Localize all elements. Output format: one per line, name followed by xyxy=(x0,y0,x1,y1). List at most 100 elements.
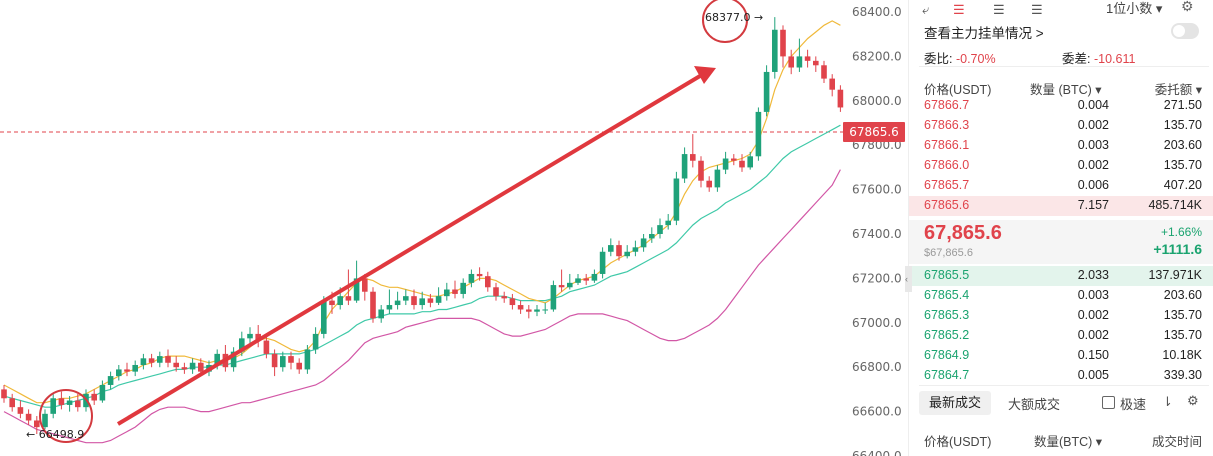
header-total[interactable]: 委托额 ▾ xyxy=(1154,83,1202,97)
trend-arrow-shaft xyxy=(116,74,702,426)
settings-icon[interactable]: ⚙ xyxy=(1181,0,1194,14)
candle-body xyxy=(796,56,803,68)
row-qty: 0.002 xyxy=(1077,118,1109,132)
y-tick-label: 66600.0 xyxy=(852,405,902,419)
candle-body xyxy=(50,398,56,414)
candle-body xyxy=(813,60,819,66)
candle-body xyxy=(772,29,778,72)
bid-row[interactable]: 67865.2 0.002 135.70 xyxy=(909,326,1213,346)
candle-body xyxy=(34,420,40,428)
candle-body xyxy=(230,351,237,368)
candle-body xyxy=(1,389,7,399)
candle-body xyxy=(148,358,155,363)
layout-icon[interactable]: ⤶ xyxy=(922,2,930,17)
candle-body xyxy=(763,71,770,112)
bid-row[interactable]: 67864.7 0.005 339.30 xyxy=(909,366,1213,386)
speed-label: 极速 xyxy=(1120,397,1147,412)
tab-large-trades[interactable]: 大额成交 xyxy=(1008,397,1061,412)
high-label: 68377.0 → xyxy=(705,11,763,24)
bid-row[interactable]: 67865.3 0.002 135.70 xyxy=(909,306,1213,326)
candle-body xyxy=(837,89,844,108)
candle-body xyxy=(476,273,483,277)
decimal-select[interactable]: 1位小数 ▾ xyxy=(1106,0,1162,17)
ma-line-yellow xyxy=(3,20,841,404)
candle-body xyxy=(649,234,655,239)
last-price-block: 67,865.6 $67,865.6 +1.66% +1111.6 xyxy=(909,220,1213,264)
row-price: 67865.5 xyxy=(924,268,970,282)
ask-row[interactable]: 67865.7 0.006 407.20 xyxy=(909,176,1213,196)
candle-body xyxy=(632,247,639,252)
collapse-handle[interactable]: ‹ xyxy=(905,266,912,292)
candle-body xyxy=(821,65,827,79)
candle-body xyxy=(403,296,409,301)
last-price: 67,865.6 xyxy=(924,222,1002,244)
candle-body xyxy=(501,296,507,299)
ask-row[interactable]: 67865.6 7.157 485.714K xyxy=(909,196,1213,216)
row-total: 339.30 xyxy=(1163,368,1202,382)
candle-body xyxy=(25,413,32,421)
ask-row[interactable]: 67866.7 0.004 271.50 xyxy=(909,96,1213,116)
row-price: 67865.4 xyxy=(924,288,970,302)
trades-header-qty[interactable]: 数量(BTC) ▾ xyxy=(1034,435,1103,449)
view-orders-link[interactable]: 查看主力挂单情况 > xyxy=(924,22,1044,42)
candle-body xyxy=(181,367,188,370)
row-price: 67865.2 xyxy=(924,328,970,342)
row-price: 67864.9 xyxy=(924,348,970,362)
y-tick-label: 68400.0 xyxy=(852,5,902,19)
header-qty[interactable]: 数量 (BTC) ▾ xyxy=(1030,83,1102,97)
settings-icon[interactable]: ⚙ xyxy=(1187,393,1199,408)
candle-body xyxy=(165,356,171,363)
ma-line-pink xyxy=(3,169,841,444)
high-circle xyxy=(702,0,748,43)
row-price: 67866.7 xyxy=(924,98,970,112)
candle-body xyxy=(558,285,565,288)
candle-body xyxy=(91,393,97,401)
sell-list-icon[interactable]: ☰ xyxy=(1031,2,1043,17)
row-qty: 0.004 xyxy=(1077,98,1109,112)
candle-body xyxy=(714,169,721,188)
y-tick-label: 67000.0 xyxy=(852,316,902,330)
chevron-right-icon: > xyxy=(1035,26,1044,41)
speed-checkbox[interactable] xyxy=(1102,396,1115,409)
candle-body xyxy=(353,278,360,301)
candle-body xyxy=(42,413,48,428)
diff-stat: 委差: -10.611 xyxy=(1062,48,1135,67)
kline-chart[interactable]: 68377.0 → ← 66498.9 68400.0 68200.0 68000.0 6… xyxy=(0,0,908,456)
bid-row[interactable]: 67865.5 2.033 137.971K xyxy=(909,266,1213,286)
trades-header-price: 价格(USDT) xyxy=(924,435,992,449)
candle-body xyxy=(534,309,540,312)
candle-body xyxy=(624,251,630,257)
orderbook-header: 价格(USDT) 数量 (BTC) ▾ 委托额 ▾ xyxy=(909,77,1213,97)
ratio-value: -0.70% xyxy=(955,52,996,66)
candle-body xyxy=(280,356,286,368)
bid-row[interactable]: 67865.4 0.003 203.60 xyxy=(909,286,1213,306)
row-qty: 0.003 xyxy=(1077,138,1109,152)
row-total: 137.971K xyxy=(1148,268,1202,282)
ask-row[interactable]: 67866.1 0.003 203.60 xyxy=(909,136,1213,156)
row-total: 407.20 xyxy=(1163,178,1202,192)
kline-chart-svg[interactable]: 68377.0 → ← 66498.9 68400.0 68200.0 68000.0 6… xyxy=(0,0,908,456)
tab-latest-trades[interactable]: 最新成交 xyxy=(919,391,991,415)
ask-row[interactable]: 67866.3 0.002 135.70 xyxy=(909,116,1213,136)
candle-body xyxy=(263,340,270,354)
row-total: 485.714K xyxy=(1148,198,1202,212)
low-circle xyxy=(39,389,93,443)
row-total: 135.70 xyxy=(1163,328,1202,342)
row-qty: 0.005 xyxy=(1077,368,1109,382)
view-orders-toggle[interactable] xyxy=(1171,23,1199,39)
y-tick-label: 66400.0 xyxy=(852,449,902,456)
filter-icon[interactable]: ⇂ xyxy=(1162,394,1173,409)
bid-row[interactable]: 67864.9 0.150 10.18K xyxy=(909,346,1213,366)
ask-row[interactable]: 67866.0 0.002 135.70 xyxy=(909,156,1213,176)
row-total: 135.70 xyxy=(1163,308,1202,322)
depth-icon[interactable]: ☰ xyxy=(953,2,965,17)
buy-list-icon[interactable]: ☰ xyxy=(993,2,1005,17)
candle-body xyxy=(567,282,573,288)
candle-body xyxy=(411,296,417,306)
candle-body xyxy=(542,309,548,311)
candle-body xyxy=(681,154,688,179)
change-absolute: +1111.6 xyxy=(1153,241,1202,257)
row-total: 135.70 xyxy=(1163,118,1202,132)
candle-body xyxy=(493,287,499,297)
